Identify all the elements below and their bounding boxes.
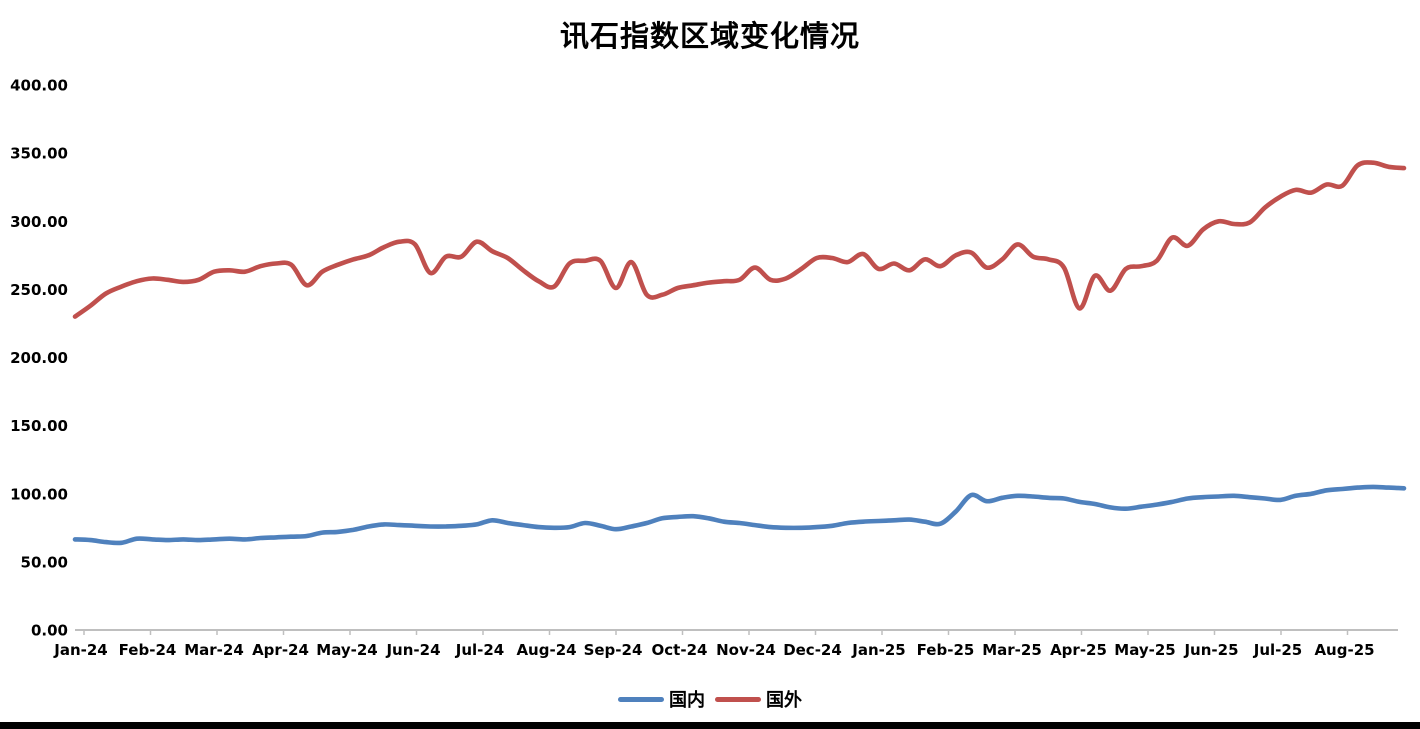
x-axis-tick-label: Oct-24 <box>652 641 708 659</box>
y-axis-tick-label: 300.00 <box>10 213 68 231</box>
y-axis-tick-label: 50.00 <box>21 553 68 571</box>
domestic-line-swatch <box>618 696 664 702</box>
chart-title: 讯石指数区域变化情况 <box>559 21 860 53</box>
y-axis-tick-label: 100.00 <box>10 485 68 503</box>
x-axis-tick-label: May-25 <box>1114 641 1175 659</box>
y-axis-tick-label: 0.00 <box>31 622 68 640</box>
legend-label-domestic: 国内 <box>669 690 705 710</box>
x-axis-tick-label: May-24 <box>316 641 377 659</box>
y-axis-tick-label: 250.00 <box>10 281 68 299</box>
x-axis-tick-label: Aug-25 <box>1314 641 1374 659</box>
legend-item-domestic: 国内 <box>618 686 705 712</box>
x-axis-tick-label: Jul-25 <box>1253 641 1303 659</box>
x-axis-tick-label: Feb-24 <box>119 641 177 659</box>
x-axis-tick-label: Apr-25 <box>1050 641 1107 659</box>
x-axis-tick-label: Jan-24 <box>53 641 107 659</box>
bottom-black-bar <box>0 722 1420 729</box>
x-axis-tick-label: Mar-25 <box>982 641 1042 659</box>
x-axis-tick-label: Jun-25 <box>1183 641 1238 659</box>
x-axis-tick-label: Apr-24 <box>252 641 309 659</box>
foreign-line <box>72 160 1407 319</box>
x-axis-tick-label: Sep-24 <box>584 641 643 659</box>
y-axis-tick-label: 400.00 <box>10 77 68 95</box>
x-axis-tick-label: Aug-24 <box>516 641 576 659</box>
x-axis-tick-label: Dec-24 <box>783 641 842 659</box>
y-axis-tick-label: 350.00 <box>10 145 68 163</box>
domestic-line <box>72 484 1407 546</box>
x-axis-tick-label: Jun-24 <box>385 641 440 659</box>
foreign-line-swatch <box>715 696 761 702</box>
x-axis-tick-label: Jan-25 <box>851 641 905 659</box>
x-axis-tick-label: Jul-24 <box>455 641 505 659</box>
x-axis-tick-label: Nov-24 <box>716 641 776 659</box>
y-axis-tick-label: 150.00 <box>10 417 68 435</box>
chart-legend: 国内 国外 <box>0 686 1420 712</box>
y-axis-tick-label: 200.00 <box>10 349 68 367</box>
x-axis-tick-label: Feb-25 <box>917 641 975 659</box>
legend-label-foreign: 国外 <box>766 690 802 710</box>
legend-item-foreign: 国外 <box>715 686 802 712</box>
x-axis-tick-label: Mar-24 <box>184 641 244 659</box>
